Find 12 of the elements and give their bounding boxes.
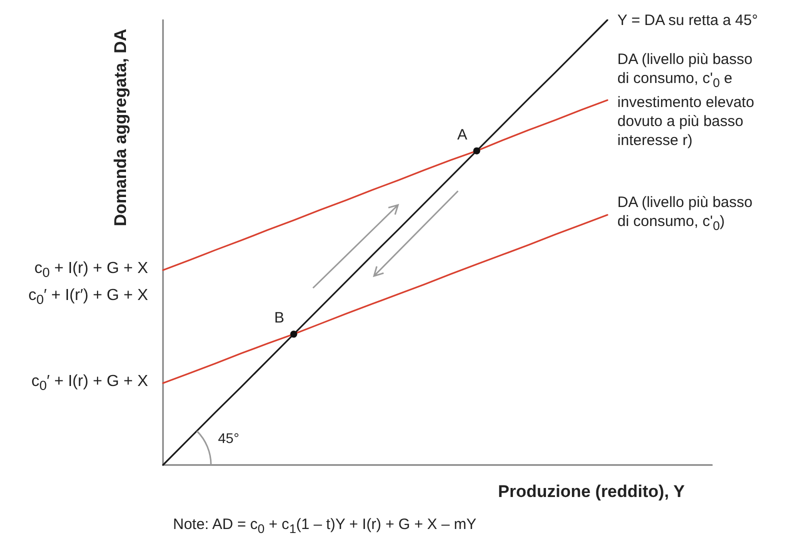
annotation: 45°	[218, 429, 240, 448]
series-label: DA (livello più basso di consumo, c'$_{0}$ e investimento elevato dovuto a più basso interesse r)	[617, 50, 756, 150]
series-label: DA (livello più basso di consumo, c'$_{0}$)	[617, 193, 754, 236]
text: Note: AD = c$_{0}$ + c$_{1}$(1 – t)Y + I(r) + G + X – mY	[173, 515, 476, 538]
annotation: B	[274, 310, 284, 327]
text: c$_{0}$′ + I(r′) + G + X	[28, 286, 148, 309]
y-axis-title: Domanda aggregata, DA	[110, 28, 130, 226]
series-label: Y = DA su retta a 45°	[617, 10, 759, 30]
annotation: A	[457, 126, 468, 144]
x-axis-title: Produzione (reddito), Y	[498, 482, 685, 501]
text: c$_{0}$′ + I(r) + G + X	[31, 372, 148, 395]
text: c$_{0}$ + I(r) + G + X	[34, 258, 148, 282]
